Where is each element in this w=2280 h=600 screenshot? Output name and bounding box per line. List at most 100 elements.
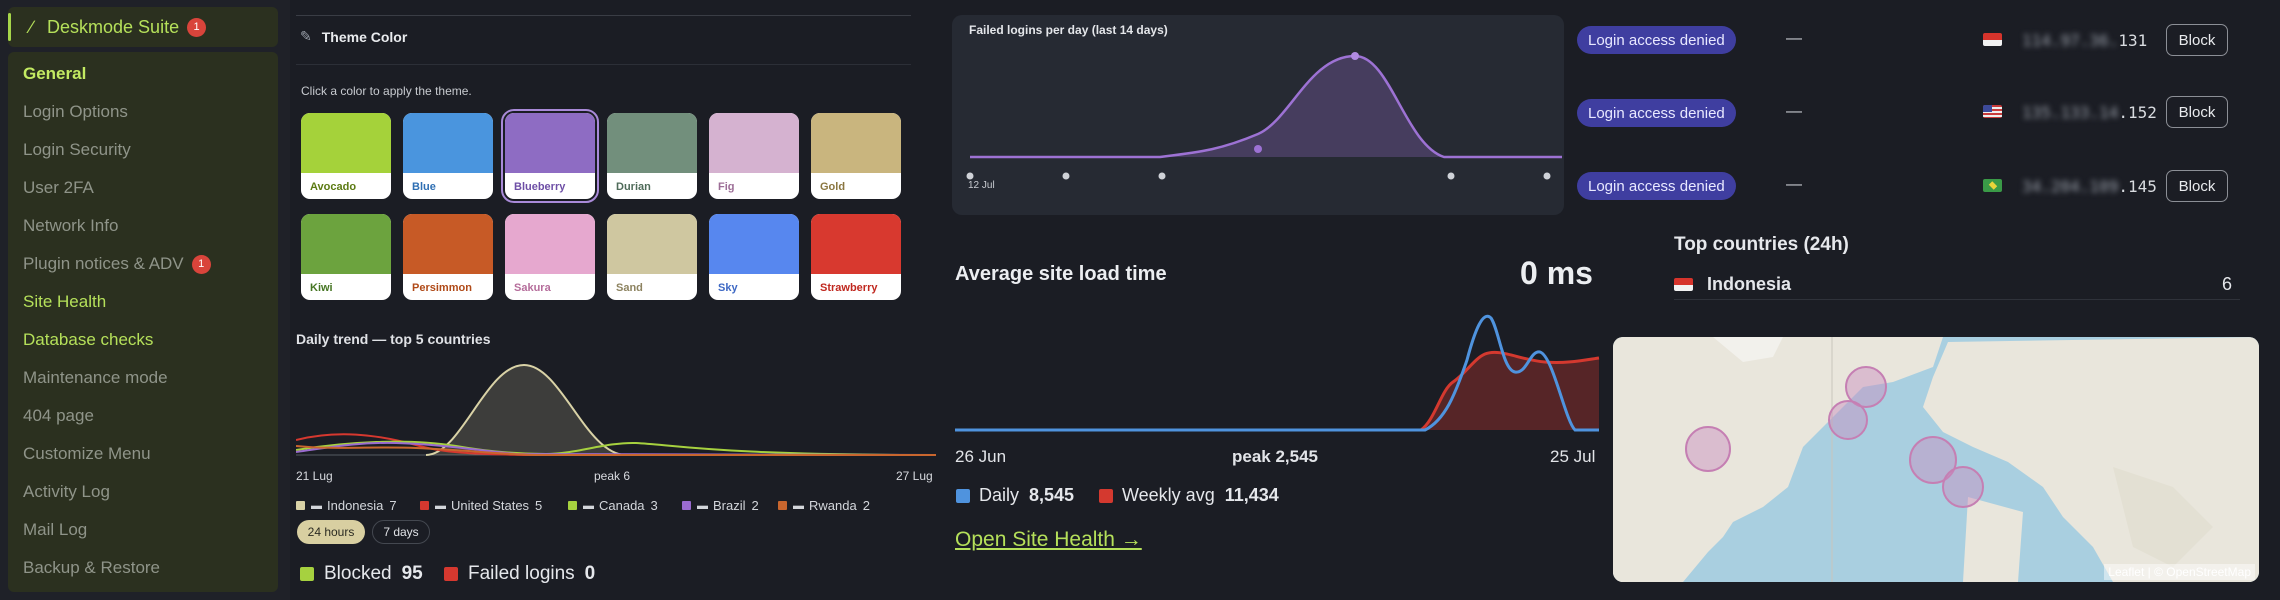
country-marker[interactable]: [1942, 466, 1984, 508]
block-ip-button[interactable]: Block: [2166, 96, 2228, 128]
swatch-sand[interactable]: Sand: [607, 214, 697, 300]
swatch-label: Sakura: [514, 282, 551, 294]
block-ip-button[interactable]: Block: [2166, 24, 2228, 56]
legend-swatch: [778, 501, 787, 510]
daily-line: [955, 314, 1599, 432]
failed-logins-card: [952, 15, 1564, 215]
trend-x-start: 21 Lug: [296, 469, 333, 483]
chart-point[interactable]: [1351, 52, 1359, 60]
pacific-coast-shape: [1613, 487, 1693, 582]
swatch-avocado[interactable]: Avocado: [301, 113, 391, 199]
brazil-flag-icon: [1983, 179, 2002, 192]
failed-value: 0: [584, 563, 596, 584]
sidebar-item-login-options[interactable]: Login Options: [23, 100, 128, 124]
map-tiles: [1613, 337, 2259, 582]
sidebar-item-site-health[interactable]: Site Health: [23, 290, 106, 314]
theme-color-title: Theme Color: [321, 28, 408, 45]
brazil-flag-icon: ▬: [697, 499, 708, 512]
swatch-label: Blue: [412, 181, 436, 193]
swatch-sky[interactable]: Sky: [709, 214, 799, 300]
swatch-blueberry[interactable]: Blueberry: [501, 109, 599, 203]
failed-logins-x-label: 12 Jul: [968, 180, 995, 191]
weekly-legend: Weekly avg 11,434: [1099, 485, 1279, 506]
legend-name: United States: [451, 498, 530, 513]
swatch-persimmon[interactable]: Persimmon: [403, 214, 493, 300]
trend-area-indonesia: [426, 365, 626, 455]
sidebar-item-404-page[interactable]: 404 page: [23, 404, 94, 428]
sidebar-item-label: General: [23, 64, 87, 83]
sidebar-item-general[interactable]: General: [23, 62, 86, 86]
indonesia-flag-icon: ▬: [311, 499, 322, 512]
legend-value: 3: [650, 498, 658, 513]
legend-name: Brazil: [713, 498, 746, 513]
ip-visible: .145: [2118, 177, 2157, 196]
brand-title: Deskmode Suite: [47, 16, 180, 37]
swatch-blue[interactable]: Blue: [403, 113, 493, 199]
chart-point[interactable]: [1254, 145, 1262, 153]
failed-logins-title: Failed logins per day (last 14 days): [969, 23, 1168, 37]
sidebar-item-login-security[interactable]: Login Security: [23, 138, 131, 162]
theme-color-header: ✎ Theme Color: [300, 28, 407, 45]
swatch-color: [811, 113, 901, 173]
swatch-color: [301, 113, 391, 173]
swatch-durian[interactable]: Durian: [607, 113, 697, 199]
ip-masked: 34.204.109: [2022, 177, 2119, 196]
swatch-fig[interactable]: Fig: [709, 113, 799, 199]
open-site-health-link[interactable]: Open Site Health →: [955, 528, 1142, 551]
chart-point[interactable]: [1543, 172, 1551, 180]
swatch-color: [607, 113, 697, 173]
world-map[interactable]: Leaflet | © OpenStreetMap: [1613, 337, 2259, 582]
swatch-color: [505, 214, 595, 274]
site-load-x-end: 25 Jul: [1550, 447, 1596, 466]
chart-point[interactable]: [1158, 172, 1166, 180]
sidebar-item-label: Mail Log: [23, 520, 88, 539]
failed-label: Failed logins: [468, 563, 575, 584]
chart-point[interactable]: [1447, 172, 1455, 180]
site-load-title: Average site load time: [955, 263, 1167, 285]
blocked-stat: Blocked 95: [300, 563, 423, 585]
legend-value: 5: [535, 498, 543, 513]
weekly-value: 11,434: [1224, 485, 1279, 505]
country-row: Indonesia 6: [1674, 270, 2240, 300]
swatch-color: [505, 113, 595, 173]
sidebar-item-customize-menu[interactable]: Customize Menu: [23, 442, 151, 466]
swatch-label: Avocado: [310, 181, 357, 193]
indonesia-flag-icon: [1983, 33, 2002, 46]
sidebar-item-label: Backup & Restore: [23, 558, 161, 577]
swatch-gold[interactable]: Gold: [811, 113, 901, 199]
sidebar-item-mail-log[interactable]: Mail Log: [23, 518, 87, 542]
daily-swatch: [956, 488, 970, 503]
sidebar-item-user-2fa[interactable]: User 2FA: [23, 176, 94, 200]
legend-value: 7: [389, 498, 397, 513]
country-name: Indonesia: [1707, 274, 1792, 294]
country-marker[interactable]: [1909, 436, 1957, 484]
sidebar-item-label: Activity Log: [23, 482, 110, 501]
blocked-value: 95: [401, 563, 423, 584]
ip-masked: 114.97.36.: [2022, 31, 2119, 50]
swatch-label: Gold: [820, 181, 846, 193]
sidebar-item-database-checks[interactable]: Database checks: [23, 328, 153, 352]
swatch-kiwi[interactable]: Kiwi: [301, 214, 391, 300]
trend-title: Daily trend — top 5 countries: [296, 331, 491, 347]
country-marker[interactable]: [1828, 400, 1868, 440]
country-marker[interactable]: [1685, 426, 1731, 472]
sidebar-item-plugin-notices[interactable]: Plugin notices & ADV 1: [23, 252, 211, 276]
chart-point[interactable]: [1062, 172, 1070, 180]
block-ip-button[interactable]: Block: [2166, 170, 2228, 202]
swatch-strawberry[interactable]: Strawberry: [811, 214, 901, 300]
chart-point[interactable]: [966, 172, 974, 180]
sidebar: ∕ Deskmode Suite 1 General Login Options…: [0, 0, 290, 600]
country-marker[interactable]: [1845, 366, 1887, 408]
brand-header[interactable]: ∕ Deskmode Suite 1: [8, 7, 278, 47]
range-7d-button[interactable]: 7 days: [372, 520, 430, 544]
theme-hint: Click a color to apply the theme.: [301, 84, 472, 98]
sidebar-item-backup-restore[interactable]: Backup & Restore: [23, 556, 160, 580]
range-24h-button[interactable]: 24 hours: [297, 520, 365, 544]
sidebar-item-maintenance-mode[interactable]: Maintenance mode: [23, 366, 168, 390]
swatch-label: Kiwi: [310, 282, 333, 294]
sidebar-menu: General Login Options Login Security Use…: [8, 52, 278, 592]
map-attribution[interactable]: Leaflet | © OpenStreetMap: [2104, 564, 2255, 580]
sidebar-item-activity-log[interactable]: Activity Log: [23, 480, 110, 504]
swatch-sakura[interactable]: Sakura: [505, 214, 595, 300]
sidebar-item-network-info[interactable]: Network Info: [23, 214, 118, 238]
